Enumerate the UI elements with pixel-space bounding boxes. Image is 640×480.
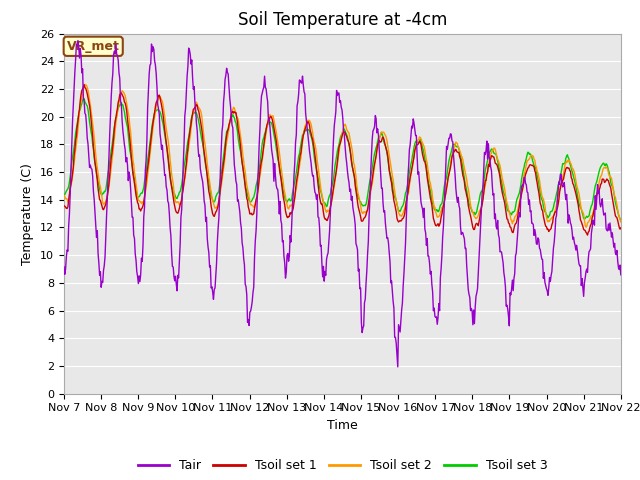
Y-axis label: Temperature (C): Temperature (C) [22,163,35,264]
Title: Soil Temperature at -4cm: Soil Temperature at -4cm [237,11,447,29]
X-axis label: Time: Time [327,419,358,432]
Text: VR_met: VR_met [67,40,120,53]
Legend: Tair, Tsoil set 1, Tsoil set 2, Tsoil set 3: Tair, Tsoil set 1, Tsoil set 2, Tsoil se… [132,455,552,477]
